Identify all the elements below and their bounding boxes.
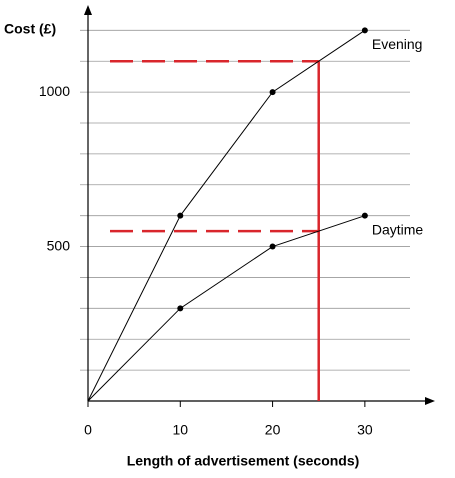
- y-axis-label: Cost (£): [4, 21, 56, 37]
- y-tick-label: 1000: [39, 83, 70, 99]
- y-tick-label: 500: [47, 237, 71, 253]
- data-point: [177, 212, 184, 219]
- series-line: [87, 215, 366, 402]
- y-axis-arrow: [84, 5, 92, 15]
- x-tick-label: 20: [265, 422, 281, 438]
- data-point: [177, 305, 184, 312]
- x-tick-label: 0: [84, 422, 92, 438]
- x-axis-label: Length of advertisement (seconds): [127, 453, 360, 469]
- data-point: [269, 89, 276, 96]
- series-label: Evening: [372, 36, 423, 52]
- x-tick-label: 10: [172, 422, 188, 438]
- x-tick-label: 30: [357, 422, 373, 438]
- data-point: [361, 212, 368, 219]
- data-point: [361, 27, 368, 34]
- series-label: Daytime: [372, 221, 424, 237]
- series-line: [87, 29, 366, 402]
- data-point: [269, 243, 276, 250]
- x-axis-arrow: [425, 397, 435, 405]
